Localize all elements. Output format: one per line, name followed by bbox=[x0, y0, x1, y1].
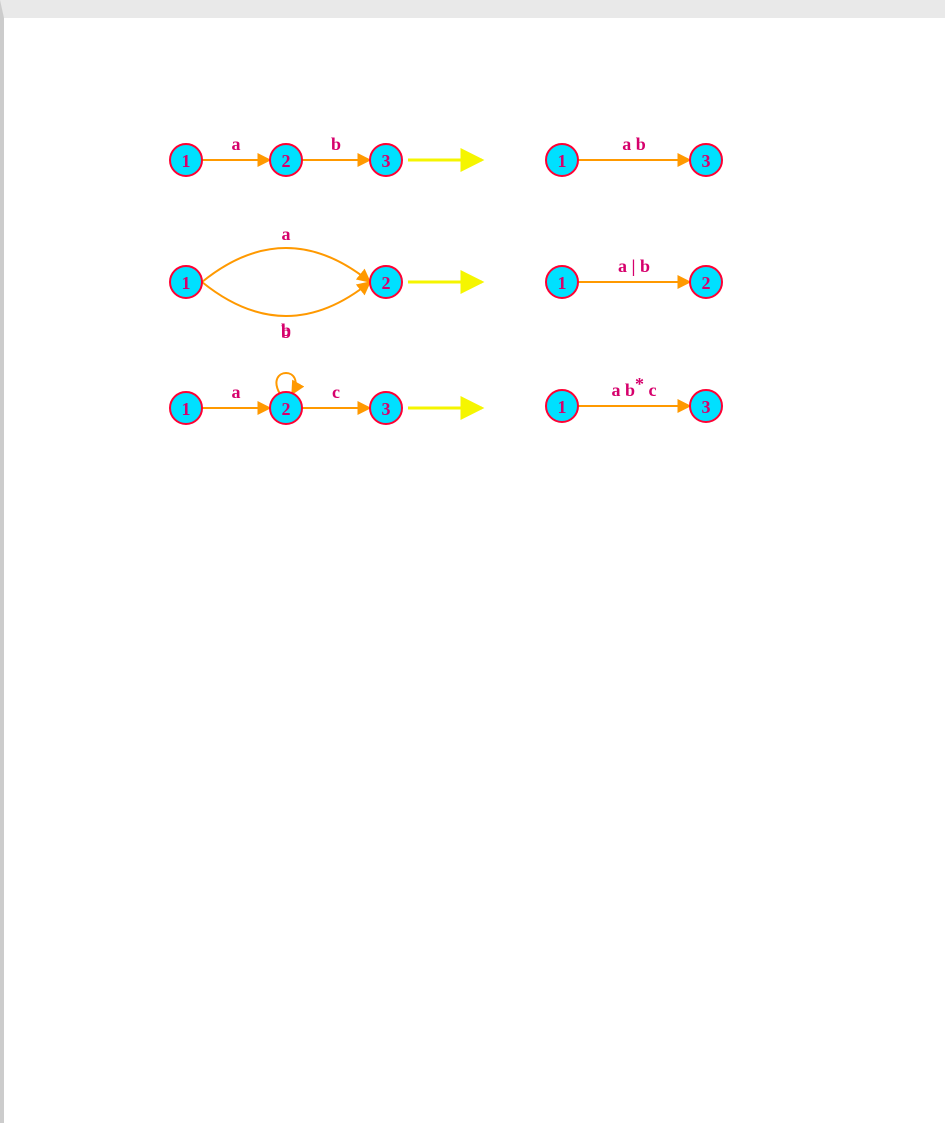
self-loop-edge bbox=[276, 373, 295, 394]
state-node-label: 1 bbox=[558, 151, 567, 171]
edge-label: a bbox=[232, 382, 241, 402]
state-node-label: 2 bbox=[282, 399, 291, 419]
state-node-label: 2 bbox=[382, 273, 391, 293]
state-node-label: 1 bbox=[558, 273, 567, 293]
edge-label: a bbox=[232, 134, 241, 154]
state-node-label: 3 bbox=[702, 151, 711, 171]
fsm-diagram: 12313121212313 aba baba | bacba b* c bbox=[4, 18, 945, 1123]
diagram-page: 12313121212313 aba baba | bacba b* c bbox=[0, 0, 945, 1123]
edges-layer bbox=[202, 160, 690, 408]
edge-label: a b bbox=[622, 134, 646, 154]
edge-label: a | b bbox=[618, 256, 650, 276]
state-node-label: 3 bbox=[382, 399, 391, 419]
edge-label: c bbox=[332, 382, 340, 402]
arc-edge bbox=[202, 282, 370, 316]
state-node-label: 1 bbox=[182, 273, 191, 293]
state-node-label: 2 bbox=[282, 151, 291, 171]
transform-arrows-layer bbox=[408, 160, 482, 408]
state-node-label: 1 bbox=[182, 151, 191, 171]
edge-label: a b* c bbox=[611, 374, 656, 400]
state-node-label: 2 bbox=[702, 273, 711, 293]
state-node-label: 3 bbox=[702, 397, 711, 417]
state-node-label: 3 bbox=[382, 151, 391, 171]
edge-label: b bbox=[331, 134, 341, 154]
state-node-label: 1 bbox=[182, 399, 191, 419]
edge-label: a bbox=[282, 224, 291, 244]
edge-label: b bbox=[281, 320, 291, 340]
arc-edge bbox=[202, 248, 370, 282]
state-node-label: 1 bbox=[558, 397, 567, 417]
